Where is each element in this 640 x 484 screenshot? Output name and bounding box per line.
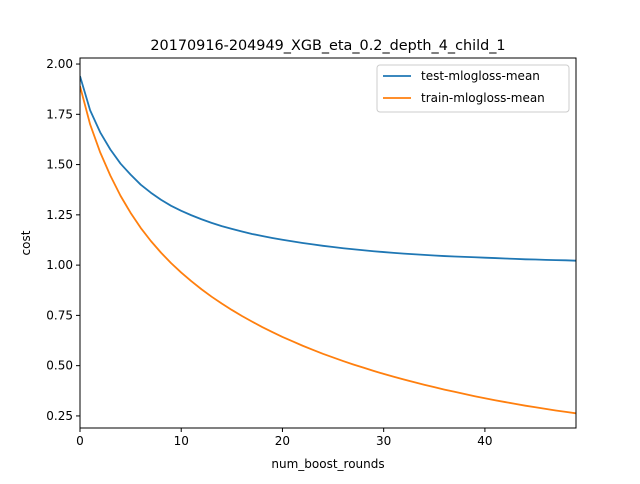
x-tick-label: 30 (376, 434, 391, 448)
y-tick-label: 0.25 (46, 409, 73, 423)
series-line-1 (80, 75, 576, 262)
chart-title: 20170916-204949_XGB_eta_0.2_depth_4_chil… (150, 38, 505, 54)
y-tick-label: 0.50 (46, 359, 73, 373)
y-tick-label: 1.75 (46, 107, 73, 121)
plot-frame (79, 57, 577, 429)
y-tick-label: 2.00 (46, 57, 73, 71)
x-tick-label: 40 (477, 434, 492, 448)
y-tick-label: 1.00 (46, 258, 73, 272)
y-axis-label: cost (19, 230, 33, 255)
x-tick-label: 20 (275, 434, 290, 448)
x-tick-label: 10 (174, 434, 189, 448)
y-tick-label: 1.50 (46, 158, 73, 172)
x-axis: 0 10 20 30 40 (76, 428, 493, 448)
y-tick-label: 1.25 (46, 208, 73, 222)
legend-label-1: test-mlogloss-mean (421, 69, 540, 83)
y-tick-label: 0.75 (46, 308, 73, 322)
y-axis: 0.25 0.50 0.75 1.00 1.25 1.50 1.75 2.00 (46, 57, 80, 423)
x-axis-label: num_boost_rounds (271, 457, 384, 471)
legend-box (376, 64, 570, 113)
legend: test-mlogloss-mean train-mlogloss-mean (376, 64, 570, 113)
series-line-2 (80, 85, 576, 415)
x-tick-label: 0 (76, 434, 84, 448)
legend-label-2: train-mlogloss-mean (421, 91, 545, 105)
